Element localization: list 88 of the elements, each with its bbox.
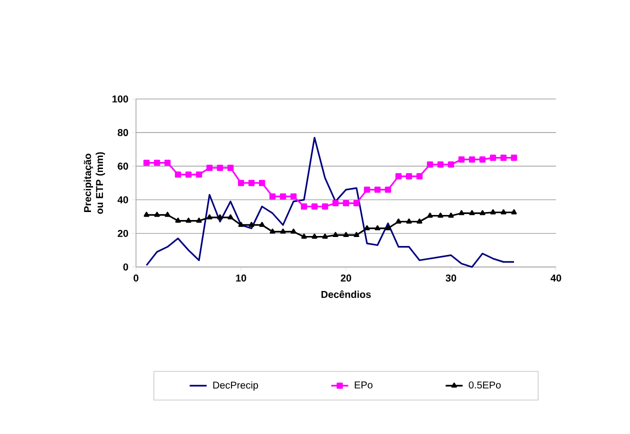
point [186,218,192,223]
point [290,193,297,200]
point [469,210,475,216]
point [416,173,423,180]
point [227,164,234,171]
legend-label: DecPrecip [213,381,258,391]
y-tick-label: 0 [123,263,128,271]
point [174,171,182,178]
x-tick-label: 30 [446,274,456,282]
point [396,218,402,224]
point [332,200,339,206]
y-tick-label: 100 [112,95,128,103]
point [216,164,224,171]
point [490,154,496,161]
point [322,234,328,239]
x-axis-title: Decêndios [321,290,371,298]
point [364,186,370,193]
point [322,203,328,210]
point [248,180,255,186]
point [490,209,496,214]
point [280,193,286,200]
point [385,225,391,230]
point [353,200,360,206]
point [448,212,454,218]
y-tick-label: 20 [118,230,128,237]
point [364,225,370,230]
point [175,218,181,223]
point [238,180,244,186]
point [437,161,444,168]
point [448,161,454,168]
point [185,171,192,178]
point [270,228,276,234]
point [311,203,318,210]
y-tick-label: 40 [118,196,128,204]
x-tick-label: 20 [340,274,352,282]
point [480,210,486,216]
point [458,210,464,216]
point [426,161,434,168]
point [374,225,380,230]
x-tick-label: 0 [134,274,138,282]
point [154,160,160,166]
point [164,160,171,166]
point [343,232,349,238]
legend-label: 0.5EPo [468,381,501,389]
point [301,234,307,239]
point [510,154,518,161]
point [342,200,350,206]
point [206,214,212,220]
point [238,222,244,227]
point [395,173,402,180]
x-tick-label: 40 [550,274,562,282]
point [144,212,150,217]
point [500,209,506,214]
point [259,222,265,227]
point [406,173,412,180]
point [374,186,381,193]
point [416,218,422,224]
point [354,232,360,238]
y-tick-label: 80 [118,129,128,136]
point [228,214,234,220]
point [217,214,223,220]
point [384,186,392,193]
point [196,218,202,223]
point [143,160,150,166]
point [438,212,444,218]
point [479,156,486,163]
x-tick-label: 10 [236,274,246,282]
point [406,218,412,224]
point [164,212,170,217]
point [280,228,286,234]
point [312,234,318,239]
point [269,193,276,200]
point [290,228,296,234]
point [458,156,465,163]
y-tick-label: 60 [118,162,128,170]
point [248,222,254,227]
point [196,171,202,178]
point [206,164,213,171]
point [511,209,517,214]
point [427,212,433,218]
point [468,156,476,163]
point [300,203,308,210]
legend-label: EPo [354,382,372,388]
point [332,232,338,238]
y-axis-title: Precipitação ou ETP (mm) [84,152,106,214]
point [500,154,507,161]
point [154,212,160,217]
point [258,180,266,186]
